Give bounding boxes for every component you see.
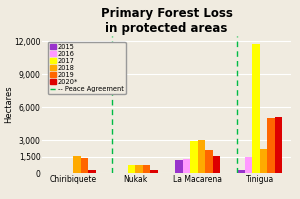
- Bar: [198, 140, 205, 173]
- Bar: [73, 156, 81, 173]
- Bar: [260, 149, 267, 173]
- Bar: [143, 165, 150, 173]
- Bar: [150, 170, 158, 173]
- Bar: [88, 170, 95, 173]
- Bar: [81, 158, 88, 173]
- Legend: 2015, 2016, 2017, 2018, 2019, 2020*, -- Peace Agreement: 2015, 2016, 2017, 2018, 2019, 2020*, -- …: [48, 42, 126, 94]
- Bar: [205, 150, 213, 173]
- Bar: [190, 141, 198, 173]
- Bar: [183, 159, 190, 173]
- Bar: [267, 118, 275, 173]
- Bar: [252, 44, 260, 173]
- Bar: [275, 117, 282, 173]
- Bar: [213, 156, 220, 173]
- Title: Primary Forest Loss
in protected areas: Primary Forest Loss in protected areas: [100, 7, 232, 35]
- Bar: [128, 165, 135, 173]
- Bar: [175, 160, 183, 173]
- Y-axis label: Hectares: Hectares: [4, 86, 13, 123]
- Bar: [135, 165, 143, 173]
- Bar: [238, 170, 245, 173]
- Bar: [245, 157, 252, 173]
